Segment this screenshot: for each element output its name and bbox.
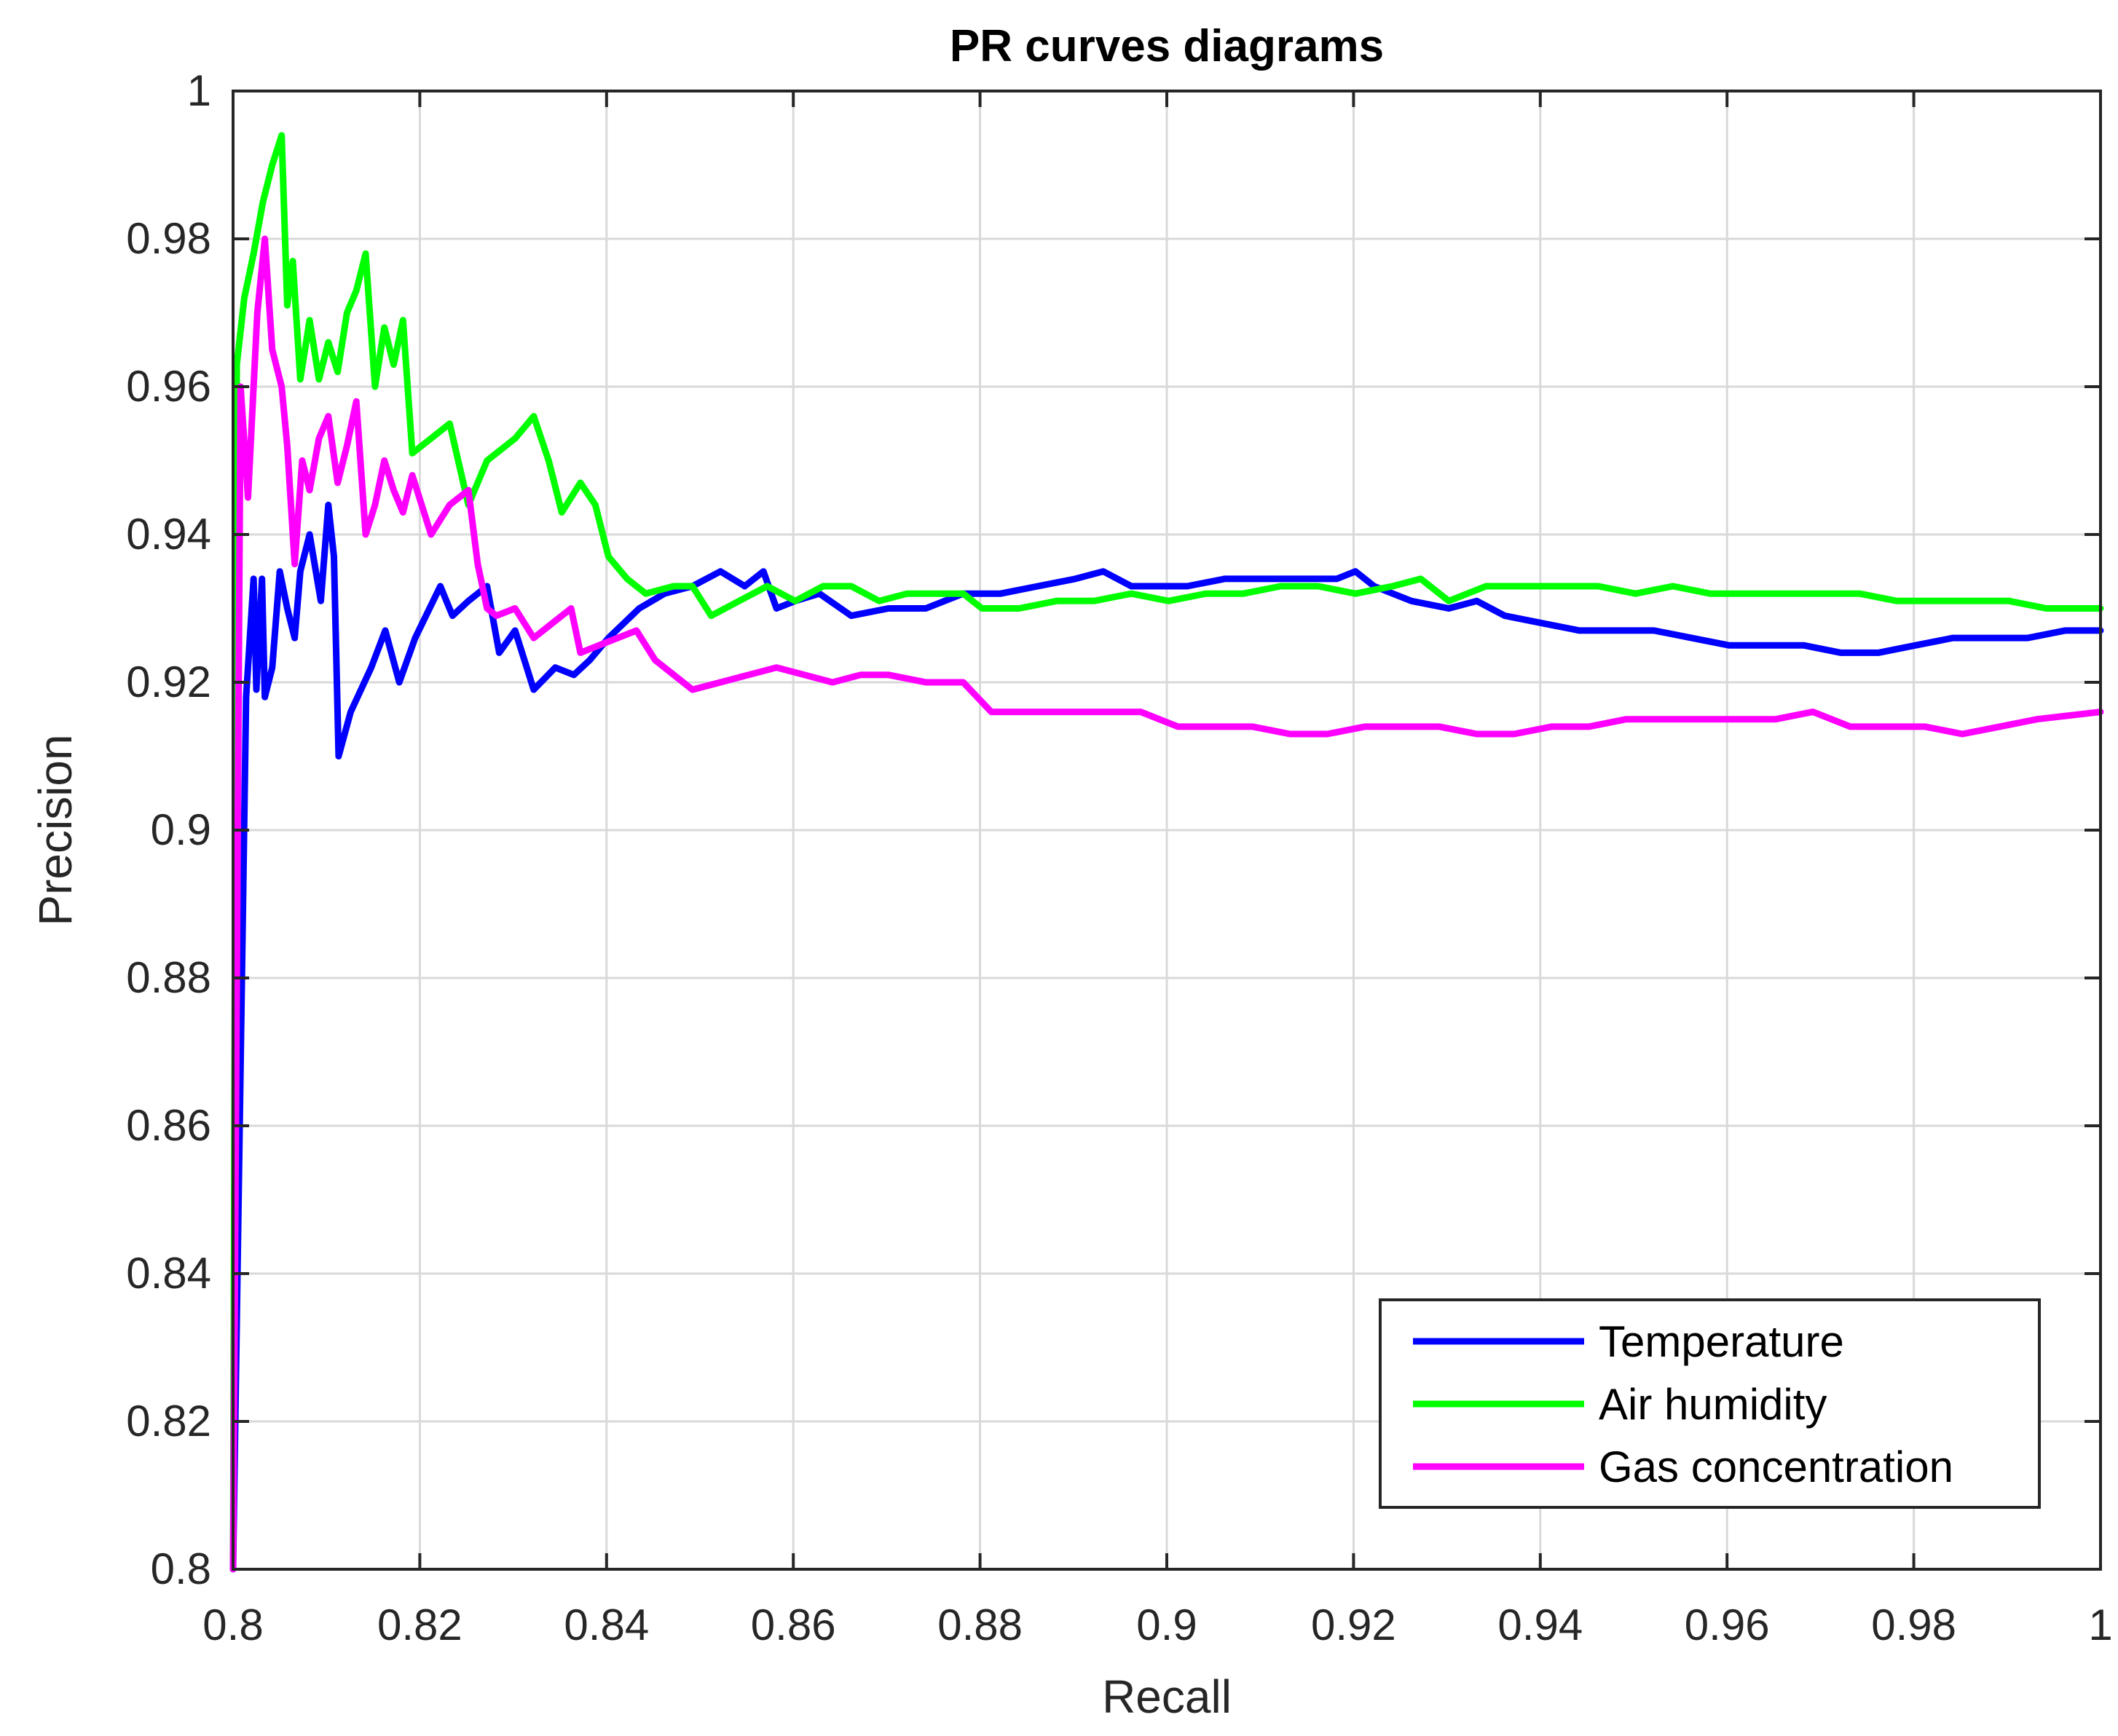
y-tick-label: 0.86 — [126, 1101, 211, 1150]
legend-box — [1379, 1298, 2041, 1509]
y-tick-label: 0.94 — [126, 510, 211, 559]
y-tick-label: 0.9 — [151, 805, 211, 854]
y-tick-label: 0.96 — [126, 362, 211, 411]
y-tick-label: 0.8 — [151, 1544, 211, 1593]
x-axis-label: Recall — [1102, 1670, 1232, 1723]
y-tick-label: 0.84 — [126, 1249, 211, 1298]
legend: Temperature Air humidity Gas concentration — [1379, 1298, 2041, 1509]
series-line-gas-concentration — [229, 235, 2104, 1573]
tick-layer: 0.8 0.82 0.84 0.86 0.88 0.9 0.92 0.94 0.96 0.98 1 0… — [126, 66, 2112, 1649]
x-tick-label: 0.96 — [1685, 1601, 1770, 1649]
x-tick-label: 0.92 — [1311, 1601, 1396, 1649]
y-tick-label: 0.82 — [126, 1397, 211, 1445]
chart-title: PR curves diagrams — [950, 21, 1384, 71]
x-tick-label: 0.9 — [1136, 1601, 1197, 1649]
legend-label-air-humidity: Air humidity — [1599, 1380, 1827, 1429]
x-tick-label: 0.8 — [202, 1601, 263, 1649]
x-tick-label: 0.94 — [1497, 1601, 1583, 1649]
y-tick-label: 0.98 — [126, 214, 211, 263]
y-axis-label: Precision — [29, 734, 82, 926]
x-tick-label: 1 — [2088, 1601, 2112, 1649]
series-line-temperature — [229, 501, 2104, 1573]
series-line-air-humidity — [229, 132, 2104, 1573]
y-tick-label: 1 — [187, 66, 211, 115]
y-tick-label: 0.92 — [126, 658, 211, 706]
legend-label-gas-concentration: Gas concentration — [1599, 1443, 1953, 1491]
legend-label-temperature: Temperature — [1599, 1317, 1844, 1366]
x-tick-label: 0.88 — [937, 1601, 1023, 1649]
x-tick-label: 0.86 — [751, 1601, 836, 1649]
y-tick-label: 0.88 — [126, 953, 211, 1002]
x-tick-label: 0.84 — [564, 1601, 649, 1649]
x-tick-label: 0.82 — [377, 1601, 462, 1649]
x-tick-label: 0.98 — [1871, 1601, 1956, 1649]
series-layer — [229, 132, 2104, 1573]
